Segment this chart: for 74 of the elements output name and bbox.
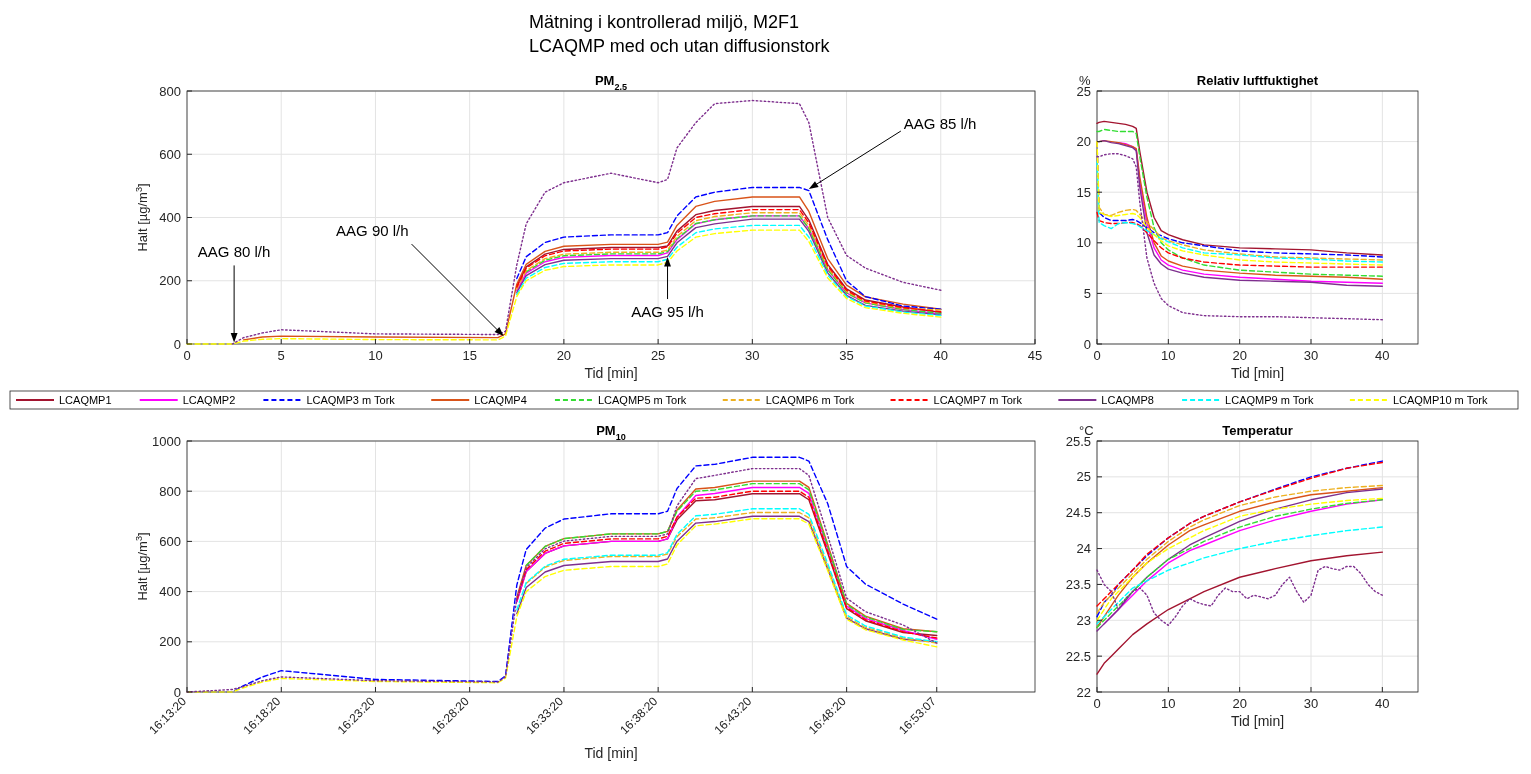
text: Mätning i kontrollerad miljö, M2F1	[529, 12, 800, 32]
legend-label: LCAQMP2	[182, 394, 236, 406]
line-series	[1096, 551, 1384, 675]
x-tick-label: 30	[1303, 348, 1319, 363]
legend-label: LCAQMP3 m Tork	[306, 394, 396, 406]
x-tick-label: 40	[1375, 696, 1390, 711]
y-tick-label: 15	[1076, 184, 1091, 200]
x-tick-label: 25	[650, 348, 666, 363]
y-tick-label: 0	[173, 336, 181, 352]
y-tick-label: 22.5	[1065, 648, 1091, 664]
x-tick-label: 45	[1027, 348, 1043, 363]
x-tick-label: 35	[839, 348, 854, 363]
line-series	[231, 99, 942, 345]
legend-label: LCAQMP9 m Tork	[1225, 394, 1315, 406]
x-tick-label: 0	[1093, 696, 1101, 711]
annotation: AAG 85 l/h	[903, 115, 977, 133]
y-tick-label: 24	[1076, 541, 1091, 557]
x-tick-label: 10	[368, 348, 383, 363]
annotation: AAG 90 l/h	[336, 222, 409, 240]
line-series	[1096, 211, 1384, 268]
y-tick-label: 5	[1083, 285, 1091, 301]
x-tick-label: 40	[933, 348, 949, 363]
legend-label: LCAQMP4	[474, 394, 527, 406]
y-tick-label: 10	[1076, 235, 1091, 251]
x-tick-label: 40	[1375, 348, 1390, 363]
y-tick-label: 200	[159, 634, 181, 650]
y-tick-label: 23.5	[1065, 576, 1091, 592]
y-tick-label: 400	[159, 210, 181, 225]
y-tick-label: 400	[159, 584, 181, 600]
y-tick-label: 200	[159, 273, 181, 289]
legend-label: LCAQMP7 m Tork	[933, 394, 1023, 406]
y-tick-label: 800	[159, 483, 181, 499]
legend-label: LCAQMP6 m Tork	[765, 394, 855, 406]
y-tick-label: 20	[1076, 134, 1091, 150]
chart-title: PM$_{2.5}$	[594, 73, 628, 92]
text: LCAQMP med och utan diffusionstork	[529, 36, 831, 56]
y-tick-label: 23	[1076, 612, 1091, 628]
line-series	[1096, 526, 1384, 625]
legend-label: LCAQMP5 m Tork	[597, 394, 687, 406]
x-axis-title: Tid [min]	[1230, 713, 1285, 729]
y-axis-title: %	[1079, 73, 1091, 88]
y-tick-label: 24.5	[1065, 505, 1091, 521]
x-axis-title: Tid [min]	[584, 365, 638, 381]
chart-title: Temperatur	[1222, 423, 1293, 438]
x-tick-label: 20	[1232, 696, 1247, 711]
x-tick-label: 15	[462, 348, 477, 363]
y-axis-title: °C	[1079, 423, 1094, 438]
x-tick-label: 30	[745, 348, 760, 363]
x-tick-label: 20	[556, 348, 572, 363]
y-tick-label: 600	[159, 146, 181, 162]
legend-label: LCAQMP1	[59, 394, 112, 406]
x-axis-title: Tid [min]	[1230, 365, 1285, 381]
y-tick-label: 600	[159, 533, 181, 549]
y-tick-label: 22	[1076, 684, 1091, 700]
legend-label: LCAQMP10 m Tork	[1392, 394, 1488, 406]
x-tick-label: 10	[1161, 348, 1176, 363]
x-tick-label: 0	[183, 348, 191, 363]
annotation: AAG 80 l/h	[197, 243, 271, 261]
annotation: AAG 95 l/h	[631, 303, 704, 321]
legend-label: LCAQMP8	[1101, 394, 1154, 406]
chart-title: PM$_{10}$	[596, 423, 626, 442]
x-tick-label: 20	[1232, 348, 1247, 363]
y-tick-label: 0	[1083, 336, 1091, 352]
x-tick-label: 5	[277, 348, 285, 363]
y-tick-label: 1000	[152, 433, 181, 449]
line-series	[1096, 161, 1384, 263]
y-tick-label: 25	[1076, 469, 1091, 485]
x-axis-title: Tid [min]	[584, 745, 638, 761]
x-tick-label: 0	[1093, 348, 1101, 363]
line-series	[1096, 120, 1384, 256]
y-tick-label: 800	[159, 83, 181, 99]
x-tick-label: 30	[1303, 696, 1319, 711]
x-tick-label: 10	[1161, 696, 1176, 711]
chart-title: Relativ luftfuktighet	[1196, 73, 1319, 88]
